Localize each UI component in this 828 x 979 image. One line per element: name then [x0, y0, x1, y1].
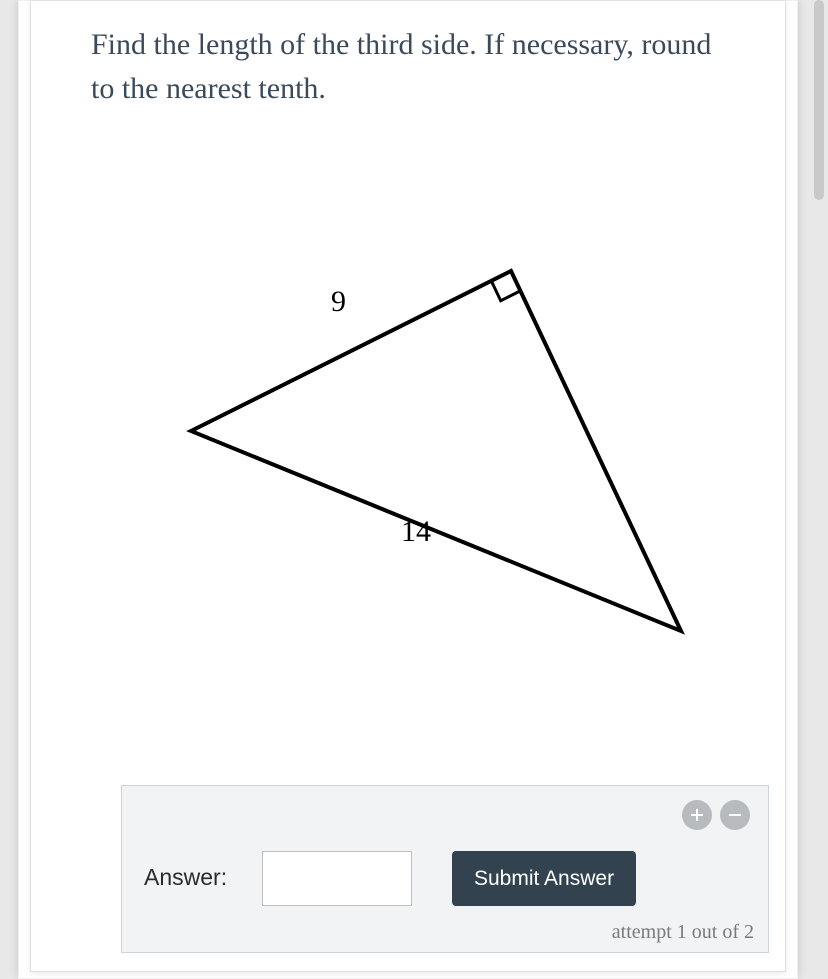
scrollbar-thumb[interactable] [814, 0, 824, 200]
plus-icon [689, 807, 705, 823]
increase-button[interactable] [682, 800, 712, 830]
minus-icon [727, 807, 743, 823]
question-text: Find the length of the third side. If ne… [91, 23, 731, 110]
scrollbar-track[interactable] [814, 0, 824, 979]
submit-button[interactable]: Submit Answer [452, 851, 636, 906]
attempt-counter: attempt 1 out of 2 [612, 921, 754, 944]
answer-panel: Answer: Submit Answer attempt 1 out of 2 [121, 785, 769, 953]
svg-text:9: 9 [331, 285, 346, 318]
svg-text:14: 14 [401, 515, 431, 548]
question-card: Find the length of the third side. If ne… [30, 0, 786, 972]
triangle-figure: 9 14 [171, 231, 711, 671]
answer-input[interactable] [262, 851, 412, 906]
answer-label: Answer: [144, 864, 227, 891]
decrease-button[interactable] [720, 800, 750, 830]
